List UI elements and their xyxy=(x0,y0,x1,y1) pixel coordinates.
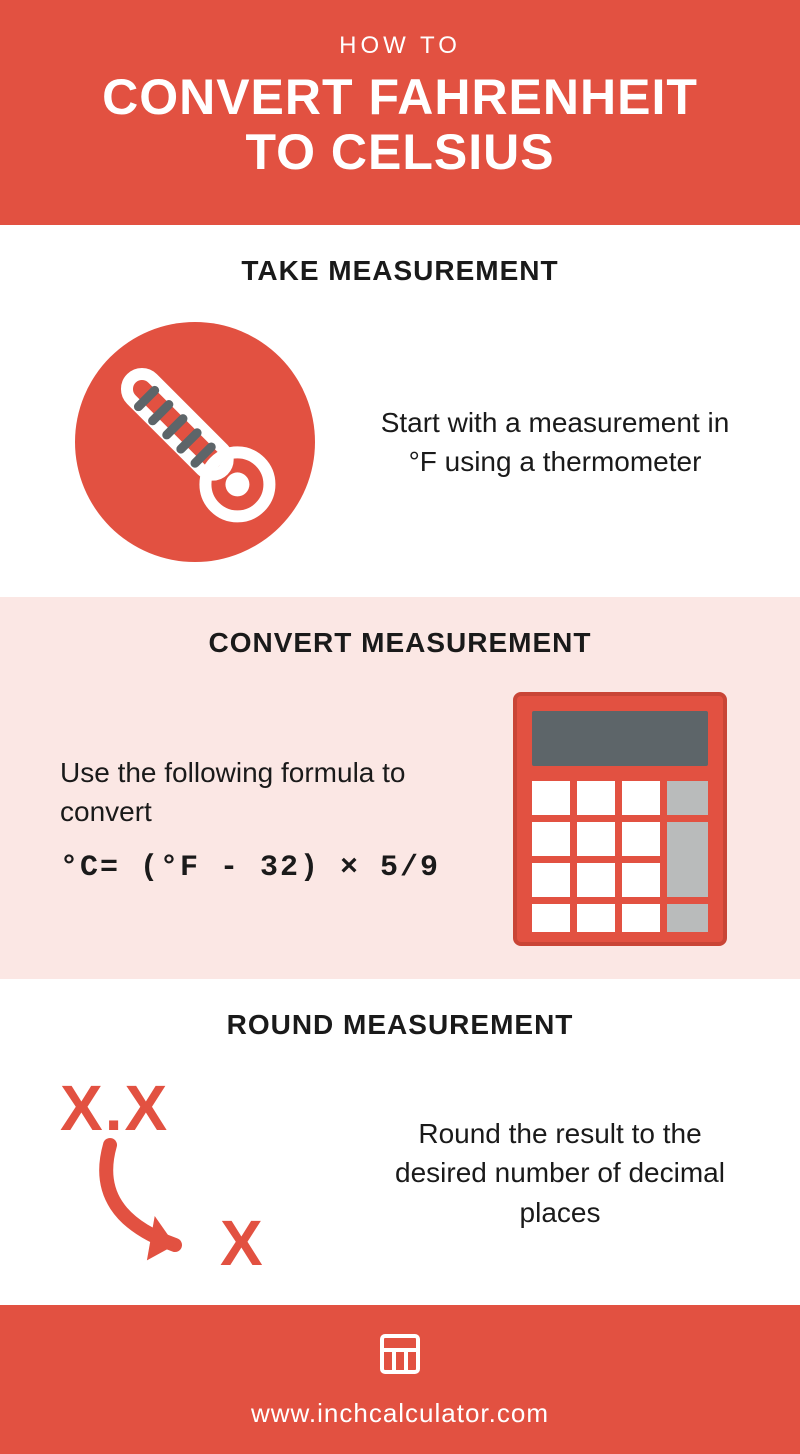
logo-icon xyxy=(376,1330,424,1378)
decimal-after: X xyxy=(220,1207,263,1275)
section1-title: TAKE MEASUREMENT xyxy=(60,255,740,287)
eyebrow-text: HOW TO xyxy=(20,32,780,60)
footer: www.inchcalculator.com xyxy=(0,1305,800,1454)
decimal-before: X.X xyxy=(60,1071,169,1145)
section2-title: CONVERT MEASUREMENT xyxy=(60,627,740,659)
main-title: CONVERT FAHRENHEIT TO CELSIUS xyxy=(20,70,780,180)
header: HOW TO CONVERT FAHRENHEIT TO CELSIUS xyxy=(0,0,800,225)
thermometer-icon xyxy=(60,317,330,567)
conversion-formula: °C= (°F - 32) × 5/9 xyxy=(60,851,460,885)
section3-title: ROUND MEASUREMENT xyxy=(60,1009,740,1041)
section3-body: Round the result to the desired number o… xyxy=(380,1114,740,1232)
section-round-measurement: ROUND MEASUREMENT X.X X Round the result… xyxy=(0,979,800,1305)
calculator-icon xyxy=(500,689,740,949)
section-take-measurement: TAKE MEASUREMENT Start with a measuremen… xyxy=(0,225,800,597)
rounding-icon: X.X X xyxy=(60,1071,340,1275)
footer-url: www.inchcalculator.com xyxy=(0,1398,800,1429)
section1-body: Start with a measurement in °F using a t… xyxy=(370,403,740,481)
section-convert-measurement: CONVERT MEASUREMENT Use the following fo… xyxy=(0,597,800,979)
section2-body: Use the following formula to convert xyxy=(60,753,460,831)
